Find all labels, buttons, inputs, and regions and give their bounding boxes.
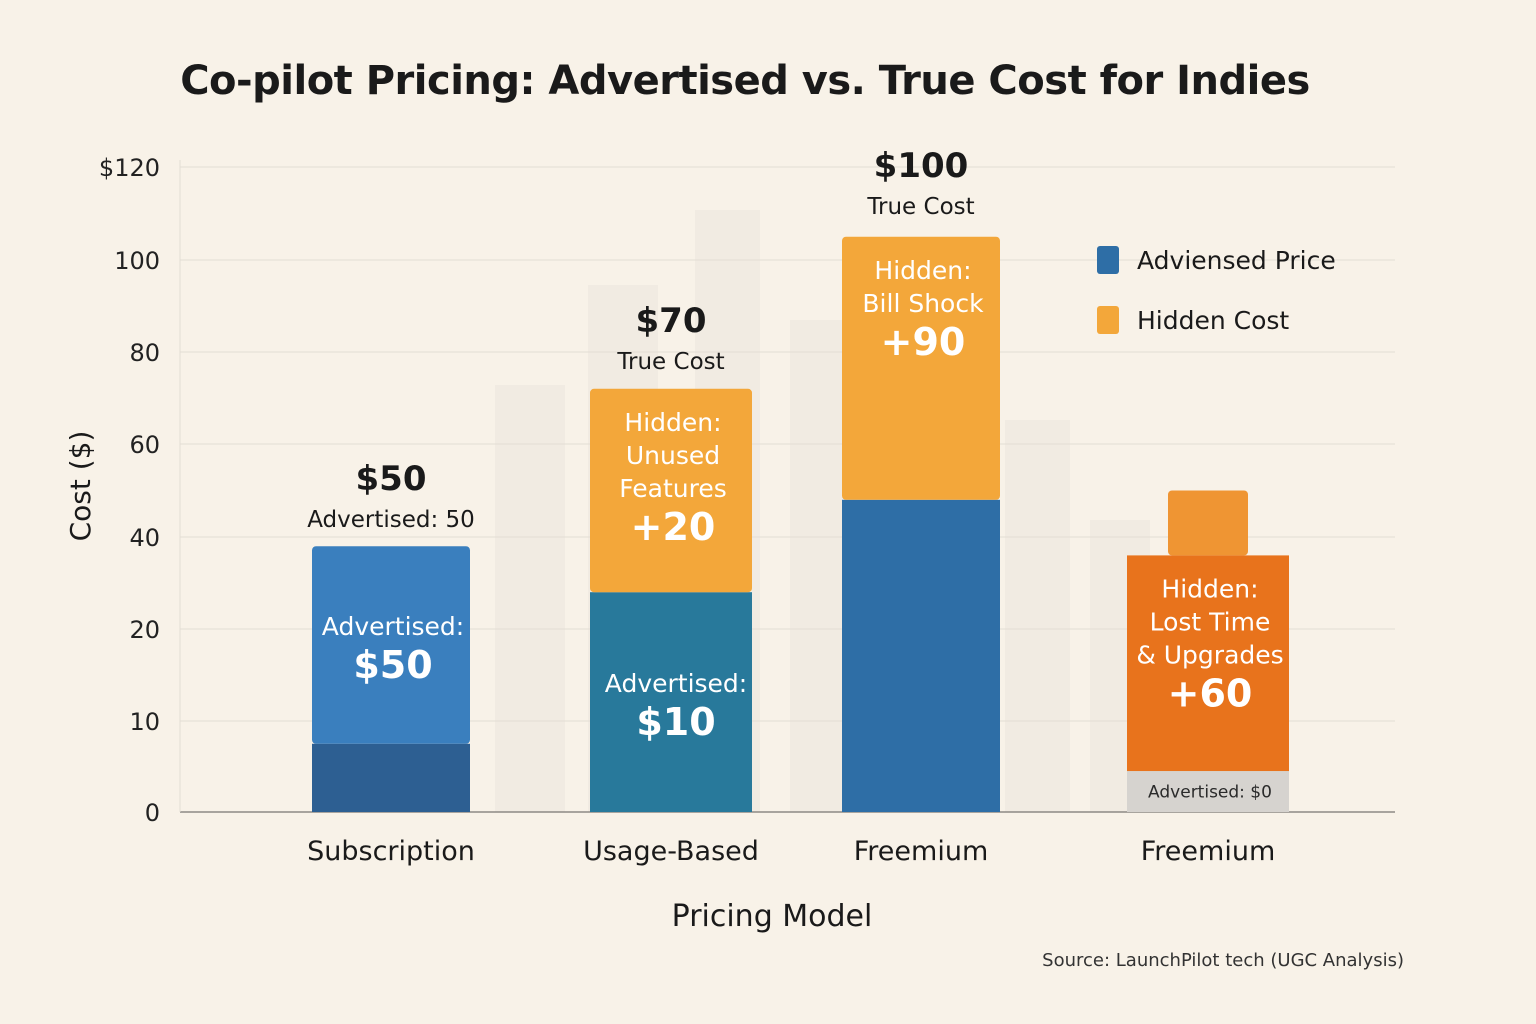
bar-total-value: $70 [636,301,707,341]
bar-total-caption: True Cost [616,349,724,375]
y-tick-label: 40 [129,524,160,552]
x-tick-label: Usage-Based [583,836,759,867]
bar-data-label: $50 [353,643,432,687]
x-axis-label: Pricing Model [672,899,873,934]
bar-data-label: +20 [631,505,716,549]
bar-segment-hidden-cost [590,388,752,593]
y-tick-label: 60 [129,431,160,459]
bar-segment-advertised [590,592,752,812]
bar-data-label: +90 [881,320,966,364]
bar-data-label: Features [619,474,727,503]
bar-data-label: Hidden: [1161,574,1258,603]
y-axis-label: Cost ($) [64,431,97,542]
bar-total-value: $100 [874,146,969,186]
x-tick-label: Freemium [1141,836,1276,867]
bar-data-label: Advertised: [605,669,747,698]
bar-segment-hidden-cost [842,236,1000,500]
legend-swatch [1097,246,1119,274]
x-tick-label: Subscription [307,836,475,867]
y-tick-label: 0 [145,799,160,827]
legend-label: Adviensed Price [1137,246,1336,275]
chart-title: Co-pilot Pricing: Advertised vs. True Co… [180,58,1310,104]
bar-data-label: Advertised: [322,612,464,641]
background-bar-decor [1005,420,1070,812]
y-tick-label: $120 [99,154,160,182]
x-tick-label: Freemium [854,836,989,867]
bar-data-label: $10 [636,700,715,744]
bar-segment-advertised [312,743,470,812]
legend-swatch [1097,306,1119,334]
bar-total-caption: True Cost [866,194,974,220]
bar-segment-hidden-cost [1168,490,1248,556]
bar-segment-advertised [842,499,1000,812]
background-bar-decor [790,320,850,812]
bar-data-label: Bill Shock [862,289,984,318]
bar-segment-advertised [1127,771,1289,812]
bar-data-label: Hidden: [874,256,971,285]
bar-segment-advertised [312,546,470,744]
bar-data-label: Unused [626,441,720,470]
bar-data-label: Hidden: [624,408,721,437]
bar-total-value: $50 [356,459,427,499]
y-tick-label: 20 [129,616,160,644]
background-bar-decor [495,385,565,812]
bar-data-label: Lost Time [1150,607,1271,636]
bar-data-label: +60 [1168,671,1253,715]
bar-total-caption: Advertised: 50 [307,507,475,533]
legend-label: Hidden Cost [1137,306,1289,335]
bar-segment-hidden-cost [1127,555,1289,772]
bar-data-label: Advertised: $0 [1148,783,1272,803]
y-tick-label: 80 [129,339,160,367]
bar-data-label: & Upgrades [1136,640,1283,669]
y-tick-label: 10 [129,708,160,736]
y-tick-label: 100 [114,247,160,275]
source-note: Source: LaunchPilot tech (UGC Analysis) [1042,950,1404,971]
